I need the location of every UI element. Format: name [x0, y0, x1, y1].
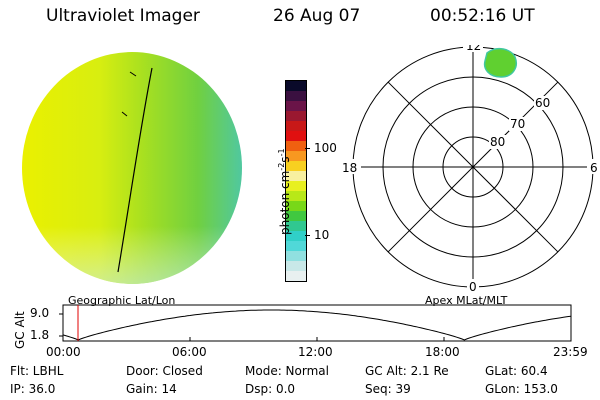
timeline-x-tick-0600: 06:00	[172, 345, 207, 359]
timeline-y-label: GC Alt	[13, 311, 27, 349]
colorbar-tick-100: 100	[314, 141, 337, 155]
colorbar	[285, 80, 307, 282]
info-seq: Seq: 39	[365, 382, 411, 396]
auroral-blob	[483, 47, 517, 78]
apex-panel-label: Apex MLat/MLT	[425, 294, 508, 307]
colorbar-band	[286, 191, 306, 201]
info-mode: Mode: Normal	[245, 364, 329, 378]
lat-label-70: 70	[510, 117, 525, 131]
colorbar-unit-label: photon cm-2s-1	[277, 148, 292, 235]
mlt-label-18: 18	[342, 161, 357, 175]
colorbar-band	[286, 261, 306, 271]
altitude-timeline-plot	[59, 304, 572, 342]
colorbar-band	[286, 271, 306, 281]
timeline-x-tick-1200: 12:00	[298, 345, 333, 359]
colorbar-band	[286, 241, 306, 251]
colorbar-band	[286, 91, 306, 101]
mlt-label-6: 6	[590, 161, 598, 175]
colorbar-band	[286, 171, 306, 181]
colorbar-band	[286, 211, 306, 221]
colorbar-tick-10: 10	[314, 228, 330, 242]
colorbar-band	[286, 81, 306, 91]
timeline-frame	[62, 304, 572, 342]
mlt-label-bg	[467, 279, 479, 293]
observation-date: 26 Aug 07	[273, 6, 361, 26]
timeline-y-tick-high: 9.0	[30, 306, 50, 320]
mlt-label-bg	[587, 159, 600, 174]
mlt-label-bg	[340, 159, 361, 174]
timeline-y-tick-low: 1.8	[30, 328, 50, 342]
instrument-title: Ultraviolet Imager	[46, 6, 200, 26]
colorbar-tick-marks	[305, 148, 310, 149]
colorbar-band	[286, 121, 306, 131]
image-tick-mark	[121, 111, 128, 117]
info-flt: Flt: LBHL	[10, 364, 64, 378]
lat-label-bg	[509, 117, 527, 131]
observation-time: 00:52:16 UT	[430, 6, 535, 26]
info-glat: GLat: 60.4	[485, 364, 548, 378]
colorbar-band	[286, 141, 306, 151]
timeline-x-tick-2359: 23:59	[553, 345, 588, 359]
lat-label-80: 80	[490, 135, 505, 149]
image-tick-mark	[129, 71, 137, 77]
lat-label-bg	[489, 135, 507, 149]
info-door: Door: Closed	[126, 364, 203, 378]
mlt-label-12: 12	[466, 45, 481, 53]
terminator-line	[117, 67, 153, 273]
colorbar-band	[286, 131, 306, 141]
info-gain: Gain: 14	[126, 382, 177, 396]
polar-plot-panel: 12 18 6 0 60 70 80	[340, 45, 600, 293]
polar-axis-diagonal	[387, 81, 559, 253]
colorbar-band	[286, 201, 306, 211]
lat-label-bg	[534, 96, 552, 110]
colorbar-band	[286, 151, 306, 161]
lat-label-60: 60	[535, 96, 550, 110]
colorbar-tick-marks	[305, 235, 310, 236]
colorbar-band	[286, 101, 306, 111]
x-ticks	[189, 337, 445, 341]
image-disk-fade	[22, 52, 242, 284]
geographic-image-panel	[22, 52, 242, 284]
colorbar-band	[286, 161, 306, 171]
mlt-label-0: 0	[469, 280, 477, 293]
colorbar-band	[286, 231, 306, 241]
geographic-panel-label: Geographic Lat/Lon	[68, 294, 176, 307]
colorbar-band	[286, 221, 306, 231]
colorbar-band	[286, 251, 306, 261]
colorbar-band	[286, 111, 306, 121]
orbit-altitude-curve	[62, 309, 572, 341]
info-glon: GLon: 153.0	[485, 382, 558, 396]
info-ip: IP: 36.0	[10, 382, 56, 396]
mlt-label-bg	[463, 45, 483, 52]
info-dsp: Dsp: 0.0	[245, 382, 296, 396]
info-gc-alt: GC Alt: 2.1 Re	[365, 364, 449, 378]
colorbar-band	[286, 181, 306, 191]
timeline-x-tick-1800: 18:00	[425, 345, 460, 359]
timeline-x-tick-0000: 00:00	[46, 345, 81, 359]
